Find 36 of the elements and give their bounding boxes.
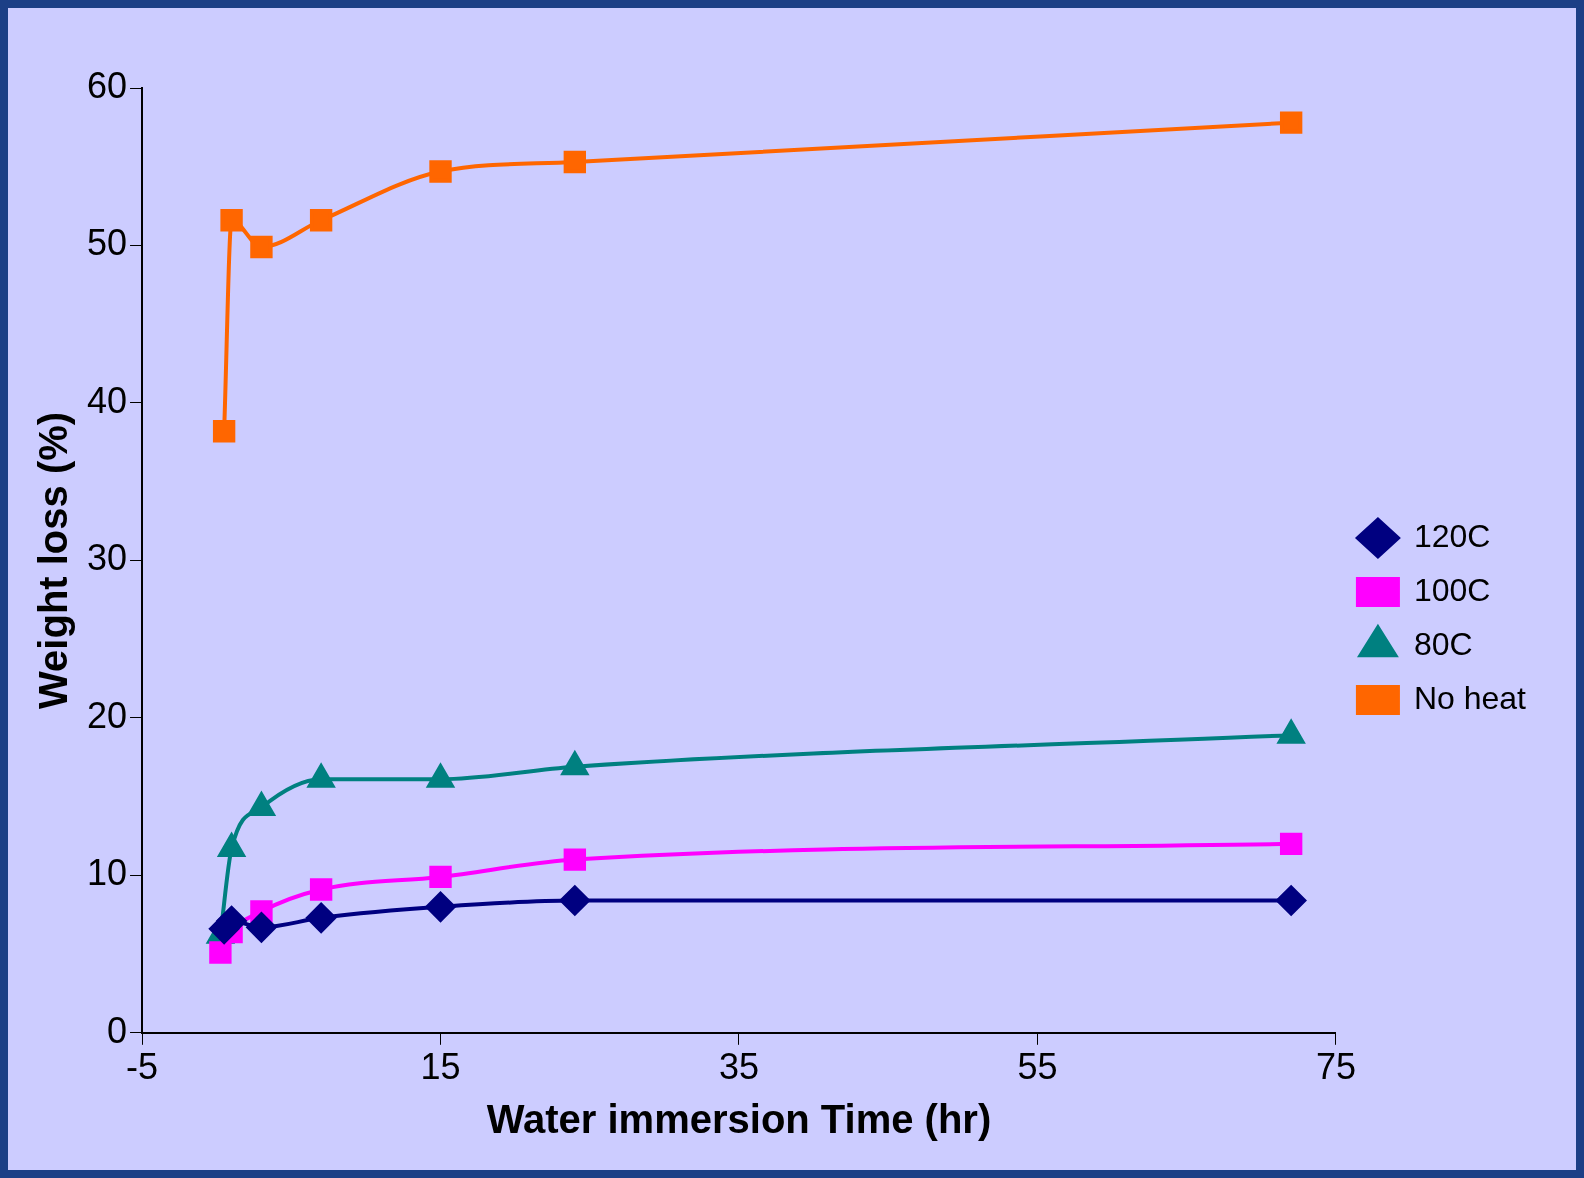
- y-tick-label: 40: [87, 379, 128, 421]
- point: [1276, 885, 1307, 916]
- point: [425, 891, 456, 922]
- point: [250, 235, 273, 259]
- x-tick-label: 55: [1017, 1046, 1058, 1088]
- y-axis-title: Weight loss (%): [31, 411, 76, 709]
- point: [559, 885, 590, 916]
- x-axis-title: Water immersion Time (hr): [486, 1097, 992, 1142]
- point: [220, 209, 243, 232]
- point: [309, 878, 333, 901]
- y-tick-label: 0: [107, 1009, 128, 1051]
- point: [216, 906, 247, 936]
- legend-label: 100C: [1413, 571, 1491, 608]
- point: [1279, 111, 1303, 134]
- y-tick-label: 60: [87, 64, 128, 106]
- point: [563, 848, 587, 871]
- y-tick-label: 50: [87, 222, 128, 264]
- legend-label: No heat: [1413, 679, 1527, 716]
- y-tick-label: 20: [87, 694, 128, 736]
- point: [1279, 832, 1303, 856]
- legend-label: 120C: [1413, 517, 1491, 554]
- x-tick-label: 15: [420, 1046, 461, 1088]
- point: [429, 160, 452, 183]
- x-tick-label: -5: [126, 1046, 159, 1088]
- x-tick-label: 75: [1315, 1046, 1356, 1088]
- point: [563, 150, 587, 174]
- point: [209, 941, 232, 964]
- point: [246, 912, 277, 943]
- y-tick-label: 30: [87, 537, 128, 579]
- point: [309, 209, 333, 232]
- legend-label: 80C: [1413, 625, 1473, 662]
- y-tick-label: 10: [87, 852, 128, 894]
- point: [306, 902, 337, 933]
- point: [429, 865, 452, 889]
- x-tick-label: 35: [718, 1046, 760, 1088]
- point: [212, 420, 236, 443]
